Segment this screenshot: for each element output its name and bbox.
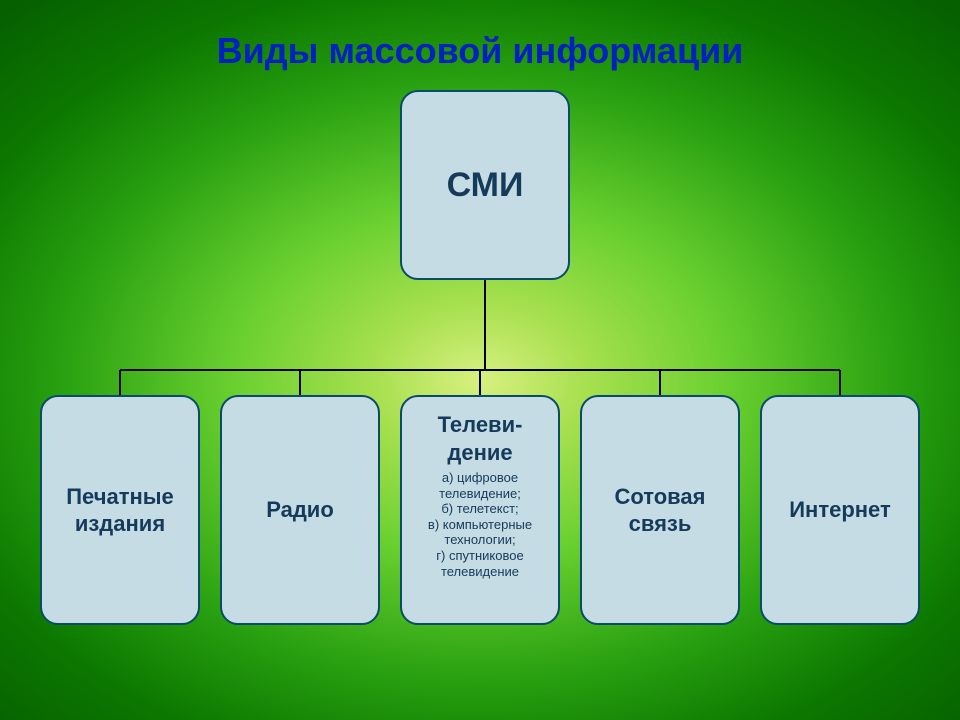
child-node-sublabel: а) цифровоетелевидение;б) телетекст;в) к… — [428, 470, 532, 579]
child-node-label: Печатныеиздания — [66, 483, 174, 538]
child-node-4: Интернет — [760, 395, 920, 625]
child-node-label: Сотоваясвязь — [614, 483, 705, 538]
child-node-0: Печатныеиздания — [40, 395, 200, 625]
root-node: СМИ — [400, 90, 570, 280]
child-node-label: Радио — [266, 496, 334, 524]
slide-title: Виды массовой информации — [0, 30, 960, 72]
child-node-label: Интернет — [789, 496, 891, 524]
child-node-2: Телеви-дениеа) цифровоетелевидение;б) те… — [400, 395, 560, 625]
child-node-3: Сотоваясвязь — [580, 395, 740, 625]
child-node-1: Радио — [220, 395, 380, 625]
child-node-label: Телеви-дение — [438, 411, 523, 466]
